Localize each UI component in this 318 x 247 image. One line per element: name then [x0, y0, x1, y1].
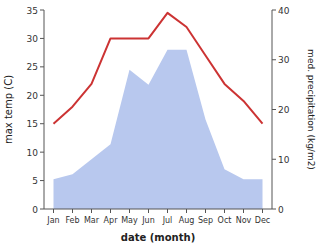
x-tick-label: Nov — [236, 216, 252, 225]
y2-tick — [272, 59, 276, 60]
x-tick — [110, 209, 111, 213]
y-tick-label: 30 — [27, 34, 39, 44]
y2-tick-label: 0 — [278, 205, 284, 215]
x-tick-label: Aug — [179, 216, 195, 225]
x-tick-label: May — [121, 216, 138, 225]
x-tick-label: Feb — [65, 216, 79, 225]
plot-area — [54, 13, 263, 209]
y-tick-label: 35 — [27, 6, 38, 16]
x-tick-label: Jun — [141, 216, 155, 225]
y-tick-label: 20 — [27, 91, 39, 101]
x-tick — [91, 209, 92, 213]
y-tick-label: 5 — [32, 176, 38, 186]
y-tick-label: 15 — [27, 119, 38, 129]
chart: 05101520253035010203040JanFebMarAprMayJu… — [0, 0, 318, 247]
y-tick-label: 25 — [27, 62, 38, 72]
precipitation-area — [54, 50, 263, 209]
y-axis — [44, 10, 45, 209]
x-tick — [186, 209, 187, 213]
x-tick-label: Jan — [46, 216, 59, 225]
y-tick — [40, 123, 44, 124]
x-tick — [205, 209, 206, 213]
y-tick — [40, 152, 44, 153]
x-tick — [129, 209, 130, 213]
x-tick-label: Dec — [255, 216, 270, 225]
y-tick — [40, 209, 44, 210]
x-tick-label: Oct — [218, 216, 232, 225]
x-axis-label: date (month) — [121, 232, 195, 243]
y-tick — [40, 38, 44, 39]
y2-tick — [272, 209, 276, 210]
y-tick-label: 0 — [32, 205, 38, 215]
temperature-line — [54, 13, 263, 124]
x-axis — [44, 209, 272, 210]
x-tick — [262, 209, 263, 213]
x-tick — [53, 209, 54, 213]
y2-tick-label: 20 — [278, 105, 290, 115]
y-tick — [40, 10, 44, 11]
x-tick-label: Sep — [198, 216, 213, 225]
y2-tick — [272, 159, 276, 160]
x-tick — [148, 209, 149, 213]
y-tick-label: 10 — [27, 148, 39, 158]
x-tick-label: Mar — [84, 216, 100, 225]
y-tick — [40, 180, 44, 181]
x-tick — [72, 209, 73, 213]
y-axis-label: max temp (C) — [3, 75, 14, 144]
x-tick — [224, 209, 225, 213]
y2-tick-label: 40 — [278, 6, 290, 16]
x-tick — [243, 209, 244, 213]
y2-tick — [272, 10, 276, 11]
y2-axis-label: med. precipitation (kg/m2) — [306, 49, 316, 170]
y-tick — [40, 66, 44, 67]
y-tick — [40, 95, 44, 96]
x-tick — [167, 209, 168, 213]
x-tick-label: Jul — [162, 216, 173, 225]
y2-tick-label: 10 — [278, 155, 290, 165]
y2-tick-label: 30 — [278, 55, 290, 65]
y2-tick — [272, 109, 276, 110]
x-tick-label: Apr — [104, 216, 119, 225]
